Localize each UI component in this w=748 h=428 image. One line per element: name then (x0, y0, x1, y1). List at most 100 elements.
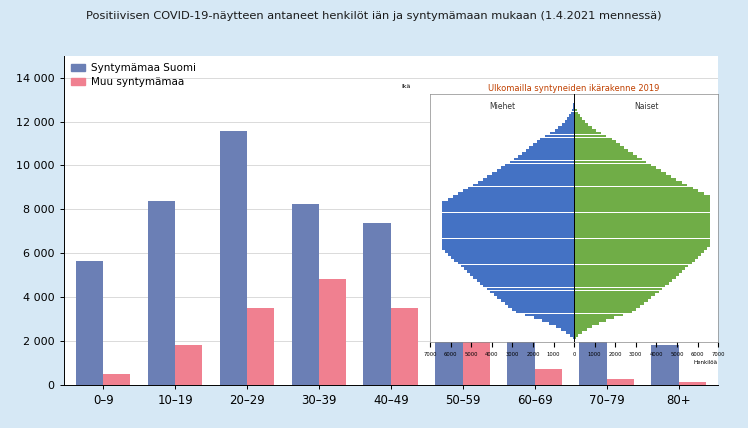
Bar (452, 256, 574, 259)
Bar (464, 268, 574, 270)
Bar (574, 302, 644, 305)
Bar (483, 285, 574, 288)
Bar (574, 172, 666, 175)
Title: Ulkomailla syntyneiden ikärakenne 2019: Ulkomailla syntyneiden ikärakenne 2019 (488, 84, 660, 93)
Bar (556, 325, 574, 328)
Bar (574, 106, 575, 109)
Bar (574, 207, 710, 210)
Bar (574, 123, 588, 126)
Bar (535, 369, 562, 385)
Bar (442, 215, 574, 218)
Bar (574, 132, 601, 134)
Text: Ikä: Ikä (401, 84, 411, 89)
Bar (442, 218, 574, 221)
Bar (570, 334, 574, 336)
Bar (516, 311, 574, 313)
Bar (480, 282, 574, 285)
Bar (574, 198, 710, 201)
Bar (574, 288, 662, 290)
Bar (574, 112, 578, 114)
Bar (448, 198, 574, 201)
Bar (488, 175, 574, 178)
Bar (494, 294, 574, 296)
Bar (574, 129, 596, 132)
Bar (506, 163, 574, 166)
Bar (476, 279, 574, 282)
Bar (574, 184, 687, 187)
Bar (490, 291, 574, 293)
Bar (442, 221, 574, 224)
Bar (607, 379, 634, 385)
Bar (442, 233, 574, 235)
Bar (442, 247, 574, 250)
Bar (554, 129, 574, 132)
Bar (463, 341, 490, 385)
Bar (574, 146, 624, 149)
Bar (574, 152, 633, 155)
Bar (574, 114, 580, 117)
Bar (514, 158, 574, 160)
Bar (574, 296, 652, 299)
Bar (574, 337, 575, 339)
Bar (549, 322, 574, 325)
Bar (473, 184, 574, 187)
Bar (492, 172, 574, 175)
Bar (364, 223, 390, 385)
Text: Naiset: Naiset (634, 101, 658, 110)
Bar (574, 169, 661, 172)
Bar (507, 297, 535, 385)
Bar (574, 221, 710, 224)
Bar (565, 120, 574, 123)
Bar (473, 276, 574, 279)
Bar (574, 236, 710, 238)
Bar (574, 244, 710, 247)
Bar (442, 241, 574, 244)
Bar (574, 190, 699, 192)
Bar (574, 155, 637, 158)
Bar (536, 140, 574, 143)
Text: Henkilöä: Henkilöä (694, 360, 718, 365)
Bar (147, 201, 175, 385)
Bar (574, 279, 672, 282)
Bar (574, 305, 640, 308)
Bar (574, 247, 707, 250)
Bar (574, 109, 577, 111)
Bar (526, 314, 574, 316)
Bar (574, 328, 587, 331)
Bar (76, 261, 103, 385)
Bar (574, 192, 704, 195)
Bar (567, 117, 574, 120)
Bar (501, 166, 574, 169)
Bar (574, 213, 710, 215)
Bar (445, 250, 574, 253)
Bar (574, 334, 578, 336)
Bar (574, 270, 682, 273)
Bar (509, 160, 574, 163)
Bar (572, 109, 574, 111)
Bar (501, 299, 574, 302)
Legend: Syntymämaa Suomi, Muu syntymämaa: Syntymämaa Suomi, Muu syntymämaa (69, 61, 197, 89)
Bar (574, 273, 679, 276)
Bar (573, 106, 574, 109)
Bar (574, 314, 623, 316)
Bar (458, 262, 574, 265)
Bar (574, 230, 710, 233)
Bar (574, 322, 599, 325)
Bar (574, 325, 592, 328)
Bar (574, 241, 710, 244)
Bar (574, 120, 585, 123)
Bar (470, 273, 574, 276)
Bar (574, 299, 648, 302)
Bar (542, 319, 574, 322)
Bar (574, 250, 704, 253)
Bar (574, 166, 656, 169)
Bar (574, 215, 710, 218)
Bar (540, 137, 574, 140)
Bar (678, 382, 706, 385)
Bar (435, 230, 463, 385)
Bar (574, 149, 628, 152)
Bar (522, 152, 574, 155)
Bar (442, 207, 574, 210)
Bar (487, 288, 574, 290)
Bar (468, 187, 574, 189)
